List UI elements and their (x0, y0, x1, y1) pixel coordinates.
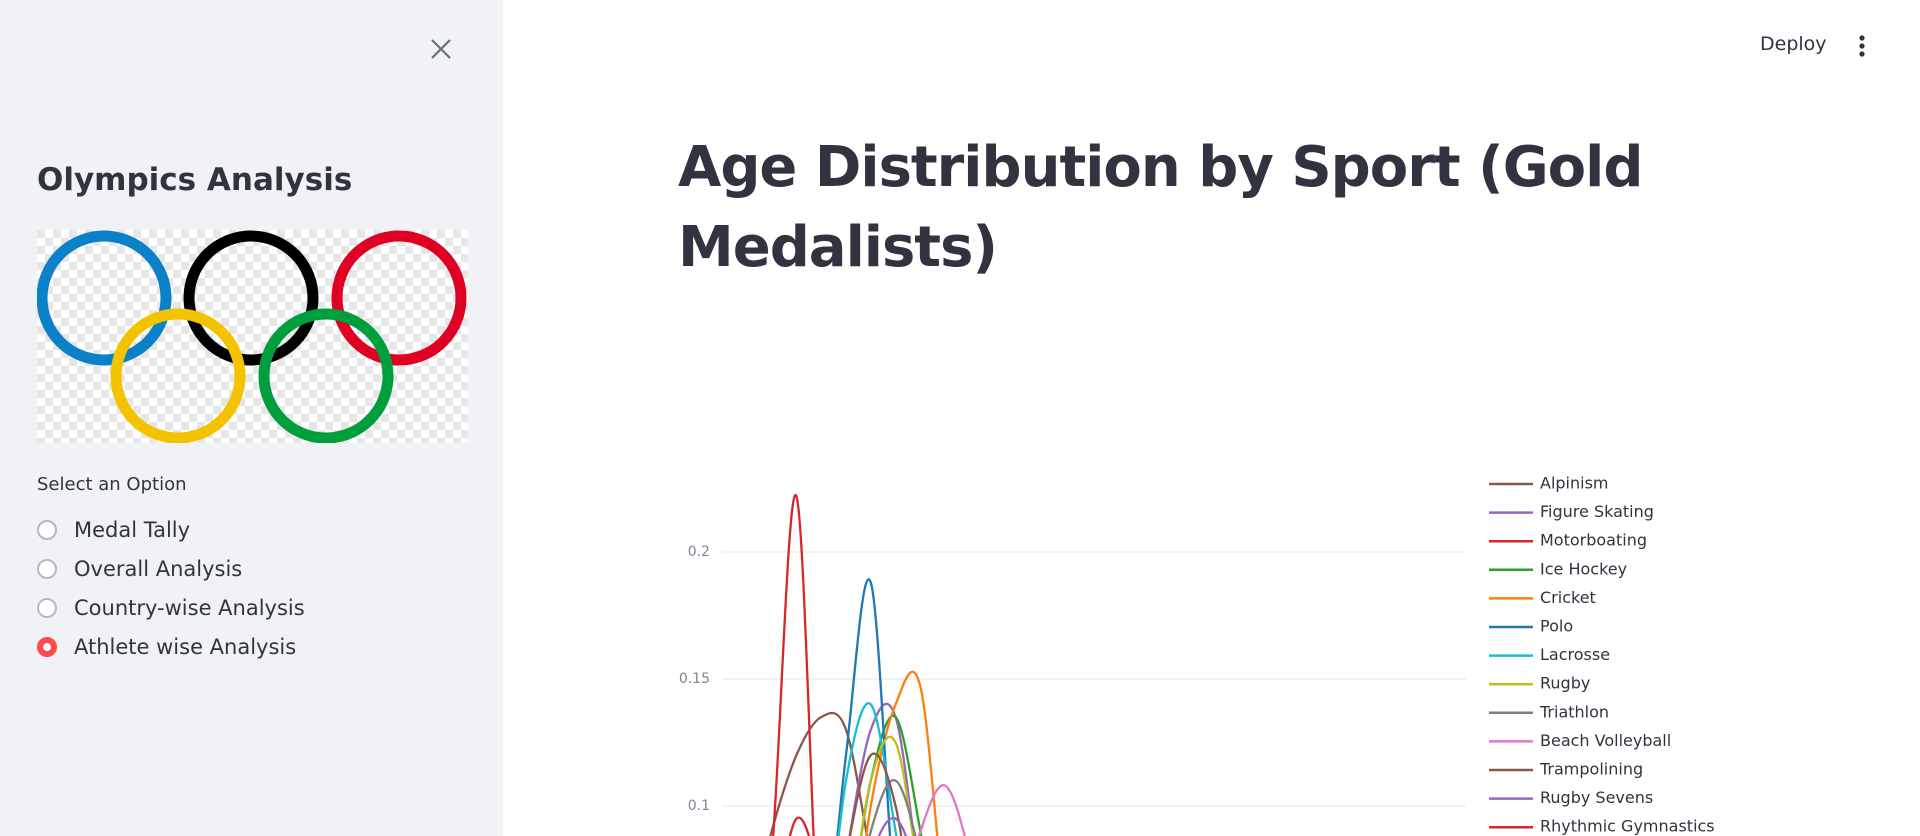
kde-line (868, 779, 917, 836)
radio-option[interactable]: Medal Tally (37, 518, 190, 542)
legend-label: Polo (1540, 617, 1573, 636)
deploy-button[interactable]: Deploy (1760, 33, 1827, 55)
main-title: Age Distribution by Sport (Gold Medalist… (678, 135, 1643, 280)
close-icon (431, 39, 451, 59)
radio-text: Medal Tally (74, 518, 191, 542)
kde-line (865, 670, 939, 836)
ring-red (331, 230, 467, 366)
ring-yellow (110, 308, 246, 443)
ring-blue (37, 230, 172, 366)
legend-label: Ice Hockey (1540, 559, 1627, 578)
legend-label: Triathlon (1539, 702, 1609, 721)
ring-green (258, 308, 394, 443)
kde-line (836, 578, 892, 836)
ring-black (183, 230, 319, 366)
y-tick-label: 0.1 (688, 798, 710, 814)
radio-option[interactable]: Athlete wise Analysis (37, 635, 296, 659)
y-tick-label: 0.15 (679, 671, 710, 687)
legend-label: Cricket (1540, 588, 1596, 607)
radio-dot (37, 520, 57, 540)
legend-label: Rugby (1540, 674, 1590, 693)
menu-dot (1859, 35, 1865, 41)
y-tick-label: 0.2 (688, 544, 710, 560)
radio-dot (37, 559, 57, 579)
radio-text: Athlete wise Analysis (74, 635, 297, 659)
radio-option[interactable]: Overall Analysis (37, 557, 242, 581)
sidebar: Olympics Analysis Select an Option Medal… (0, 0, 503, 836)
kde-line (859, 714, 923, 836)
legend-label: Motorboating (1540, 531, 1647, 550)
olympic-logo (37, 230, 468, 443)
legend-label: Trampolining (1539, 760, 1643, 779)
legend-label: Alpinism (1540, 474, 1609, 493)
logo-bg (37, 230, 468, 443)
radio-text: Overall Analysis (74, 557, 243, 581)
radio-dot (37, 637, 57, 657)
kde-line (848, 752, 903, 836)
menu-button[interactable] (1852, 34, 1872, 58)
kde-line (859, 735, 915, 836)
legend-label: Rugby Sevens (1540, 788, 1653, 807)
legend-label: Figure Skating (1540, 502, 1654, 521)
radio-text: Country-wise Analysis (74, 596, 305, 620)
radio-option[interactable]: Country-wise Analysis (37, 596, 305, 620)
kde-line (848, 702, 915, 836)
menu-dot (1859, 43, 1865, 49)
legend-label: Rhythmic Gymnastics (1540, 817, 1715, 836)
sidebar-title: Olympics Analysis (37, 162, 353, 198)
radio-dot (37, 598, 57, 618)
legend-label: Beach Volleyball (1540, 731, 1671, 750)
kde-line (837, 702, 898, 836)
menu-dot (1859, 51, 1865, 57)
legend-label: Lacrosse (1540, 645, 1610, 664)
radio-label: Select an Option (37, 474, 187, 495)
close-button[interactable] (427, 35, 455, 63)
